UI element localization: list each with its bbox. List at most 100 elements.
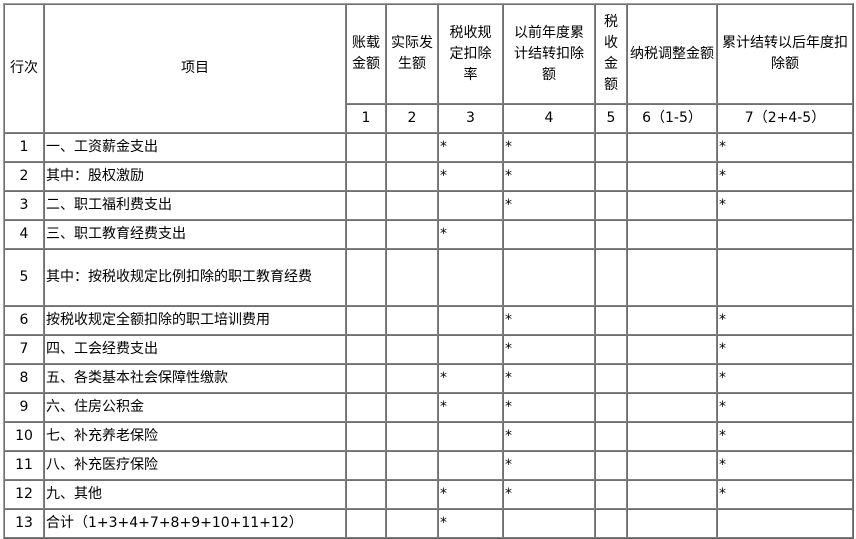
- cell-col-1: [346, 422, 386, 451]
- cell-col-4: [503, 249, 595, 306]
- cell-col-6: [627, 220, 717, 249]
- cell-col-6: [627, 422, 717, 451]
- table-row: 11 八、补充医疗保险 * *: [4, 451, 853, 480]
- header-row: 行次 项目 账载金额 实际发生额 税收规定扣除率 以前年度累计结转扣除额 税收金…: [4, 4, 853, 133]
- cell-col-4: [503, 220, 595, 249]
- cell-col-4: *: [503, 393, 595, 422]
- cell-col-5: [595, 451, 627, 480]
- col-number-4: 4: [503, 104, 595, 133]
- row-number: 8: [4, 364, 44, 393]
- cell-col-7: *: [717, 306, 853, 335]
- cell-col-6: [627, 191, 717, 220]
- header-col-2: 实际发生额: [386, 4, 438, 104]
- cell-col-3: [438, 451, 503, 480]
- cell-col-2: [386, 162, 438, 191]
- cell-col-1: [346, 335, 386, 364]
- cell-col-1: [346, 451, 386, 480]
- cell-col-2: [386, 220, 438, 249]
- cell-col-3: *: [438, 393, 503, 422]
- cell-col-6: [627, 451, 717, 480]
- header-col-3: 税收规定扣除率: [438, 4, 503, 104]
- row-number: 6: [4, 306, 44, 335]
- cell-col-5: [595, 220, 627, 249]
- col-number-2: 2: [386, 104, 438, 133]
- row-number: 2: [4, 162, 44, 191]
- cell-col-2: [386, 509, 438, 538]
- row-item: 九、其他: [44, 480, 346, 509]
- cell-col-6: [627, 509, 717, 538]
- row-item: 其中：按税收规定比例扣除的职工教育经费: [44, 249, 346, 306]
- header-col-4: 以前年度累计结转扣除额: [503, 4, 595, 104]
- cell-col-6: [627, 393, 717, 422]
- col-number-7: 7（2+4-5）: [717, 104, 853, 133]
- cell-col-4: *: [503, 162, 595, 191]
- cell-col-1: [346, 191, 386, 220]
- cell-col-5: [595, 162, 627, 191]
- cell-col-3: [438, 249, 503, 306]
- cell-col-4: *: [503, 335, 595, 364]
- cell-col-1: [346, 220, 386, 249]
- table-row: 4 三、职工教育经费支出 *: [4, 220, 853, 249]
- cell-col-7: *: [717, 191, 853, 220]
- row-number: 7: [4, 335, 44, 364]
- table-row: 6 按税收规定全额扣除的职工培训费用 * *: [4, 306, 853, 335]
- cell-col-7: [717, 249, 853, 306]
- row-item: 七、补充养老保险: [44, 422, 346, 451]
- cell-col-5: [595, 364, 627, 393]
- table-row: 8 五、各类基本社会保障性缴款 * * *: [4, 364, 853, 393]
- col-number-6: 6（1-5）: [627, 104, 717, 133]
- cell-col-5: [595, 480, 627, 509]
- cell-col-1: [346, 509, 386, 538]
- cell-col-5: [595, 249, 627, 306]
- cell-col-7: *: [717, 393, 853, 422]
- cell-col-4: *: [503, 191, 595, 220]
- cell-col-6: [627, 364, 717, 393]
- cell-col-2: [386, 422, 438, 451]
- table-row: 3 二、职工福利费支出 * *: [4, 191, 853, 220]
- cell-col-4: [503, 509, 595, 538]
- cell-col-3: [438, 191, 503, 220]
- cell-col-4: *: [503, 133, 595, 162]
- cell-col-4: *: [503, 480, 595, 509]
- cell-col-6: [627, 133, 717, 162]
- header-col-7: 累计结转以后年度扣除额: [717, 4, 853, 104]
- row-number: 12: [4, 480, 44, 509]
- row-number: 3: [4, 191, 44, 220]
- row-item: 合计（1+3+4+7+8+9+10+11+12）: [44, 509, 346, 538]
- cell-col-1: [346, 480, 386, 509]
- table-row: 1 一、工资薪金支出 * * *: [4, 133, 853, 162]
- col-number-5: 5: [595, 104, 627, 133]
- tax-adjustment-table: 行次 项目 账载金额 实际发生额 税收规定扣除率 以前年度累计结转扣除额 税收金…: [3, 3, 854, 539]
- row-number: 11: [4, 451, 44, 480]
- row-number: 9: [4, 393, 44, 422]
- cell-col-5: [595, 509, 627, 538]
- col-number-1: 1: [346, 104, 386, 133]
- table-row: 13 合计（1+3+4+7+8+9+10+11+12） *: [4, 509, 853, 538]
- table-row: 10 七、补充养老保险 * *: [4, 422, 853, 451]
- cell-col-3: *: [438, 509, 503, 538]
- cell-col-2: [386, 335, 438, 364]
- cell-col-1: [346, 162, 386, 191]
- cell-col-7: *: [717, 364, 853, 393]
- table-row: 5 其中：按税收规定比例扣除的职工教育经费: [4, 249, 853, 306]
- row-item: 五、各类基本社会保障性缴款: [44, 364, 346, 393]
- row-number: 13: [4, 509, 44, 538]
- cell-col-5: [595, 393, 627, 422]
- cell-col-1: [346, 133, 386, 162]
- cell-col-3: [438, 422, 503, 451]
- row-item: 其中：股权激励: [44, 162, 346, 191]
- cell-col-1: [346, 306, 386, 335]
- cell-col-1: [346, 393, 386, 422]
- cell-col-2: [386, 306, 438, 335]
- cell-col-2: [386, 393, 438, 422]
- row-item: 三、职工教育经费支出: [44, 220, 346, 249]
- cell-col-2: [386, 451, 438, 480]
- cell-col-7: *: [717, 422, 853, 451]
- cell-col-3: *: [438, 220, 503, 249]
- cell-col-3: *: [438, 364, 503, 393]
- cell-col-3: *: [438, 480, 503, 509]
- cell-col-6: [627, 335, 717, 364]
- cell-col-2: [386, 191, 438, 220]
- cell-col-7: *: [717, 480, 853, 509]
- row-number: 5: [4, 249, 44, 306]
